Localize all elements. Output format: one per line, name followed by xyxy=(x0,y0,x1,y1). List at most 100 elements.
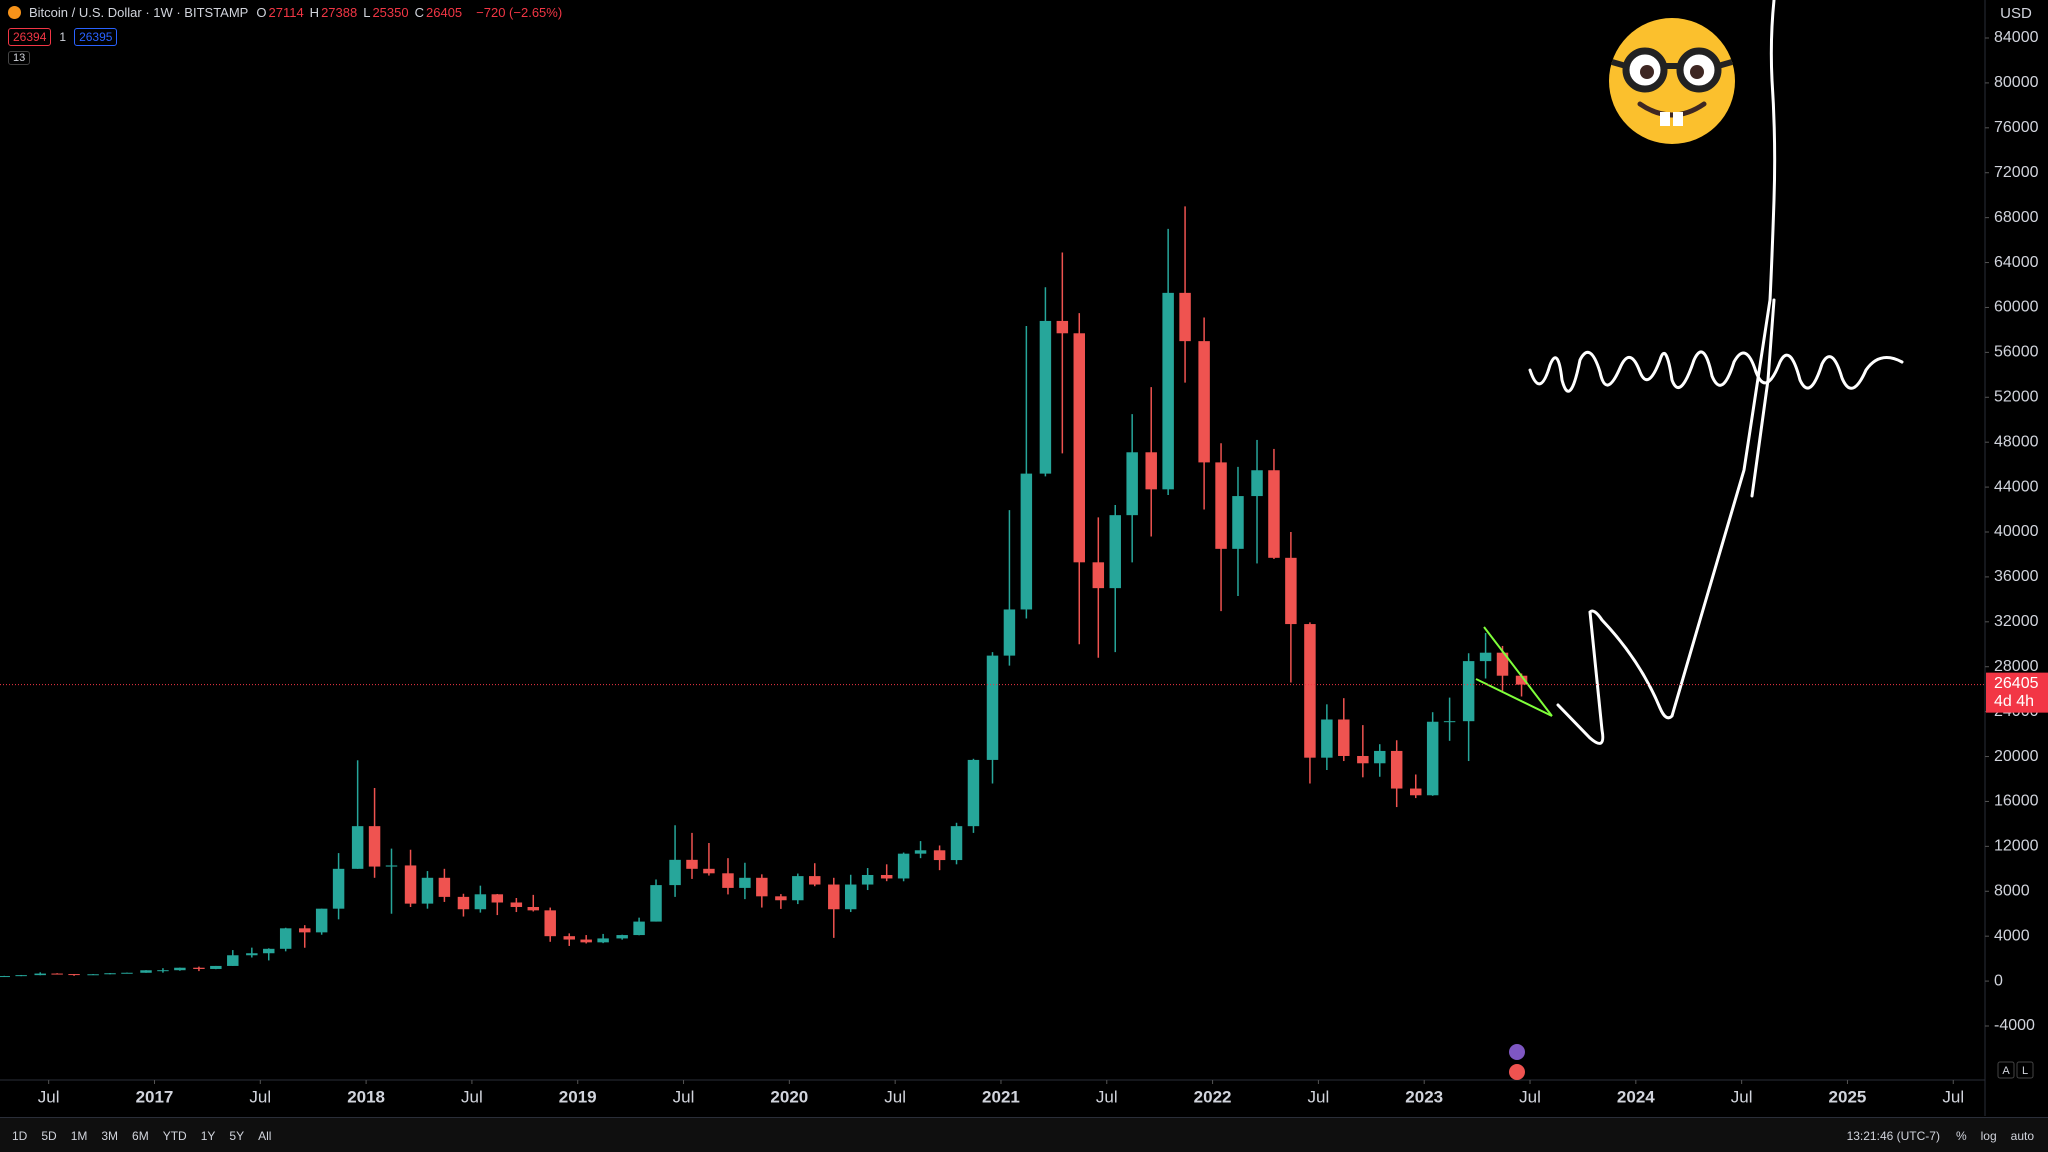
scale-option[interactable]: auto xyxy=(2010,1128,2034,1143)
freehand-drawing xyxy=(1556,0,1777,745)
candle-body xyxy=(1338,719,1350,756)
candle-body xyxy=(87,974,99,976)
candle-body xyxy=(809,876,821,885)
candle-body xyxy=(457,896,470,910)
candle-body xyxy=(404,865,417,904)
candle-body xyxy=(51,973,63,975)
candle-body xyxy=(193,967,205,969)
y-tick-label: 72000 xyxy=(1994,164,2039,181)
ohlc-value: 25350 xyxy=(372,5,409,20)
bottom-toolbar: 1D 5D 1M 3M 6M YTD 1Y 5Y All 13:21:46 (UTC-7) % l… xyxy=(0,1117,2048,1152)
event-icon[interactable] xyxy=(1509,1044,1525,1060)
y-tick-label: 76000 xyxy=(1994,119,2039,136)
candle-body xyxy=(34,973,46,976)
toolbar-right: 13:21:46 (UTC-7) % log auto xyxy=(1847,1129,2048,1143)
candle-body xyxy=(1443,721,1456,723)
axes: USD-400004000800012000160002000024000280… xyxy=(0,0,2039,1116)
candle-body xyxy=(1285,557,1297,625)
candle-body xyxy=(1215,462,1227,549)
candle-body xyxy=(1515,675,1528,685)
candle-body xyxy=(1462,661,1475,722)
y-tick-label: 68000 xyxy=(1994,209,2039,226)
range-button[interactable]: YTD xyxy=(162,1128,187,1143)
candle-body xyxy=(438,877,451,897)
range-button[interactable]: 1Y xyxy=(200,1128,216,1143)
candle-body xyxy=(1496,652,1509,676)
candle-body xyxy=(15,975,27,977)
range-button[interactable]: 1D xyxy=(12,1128,28,1143)
y-tick-label: 0 xyxy=(1994,972,2003,989)
candle-body xyxy=(351,826,364,869)
indicators-toggle[interactable]: 13 xyxy=(8,51,31,65)
y-tick-label: 80000 xyxy=(1994,74,2039,91)
buy-button[interactable]: 26395 xyxy=(74,28,118,46)
sell-button[interactable]: 26394 xyxy=(8,28,52,46)
y-tick-label: 28000 xyxy=(1994,658,2039,675)
nerd-emoji xyxy=(1609,18,1735,144)
axis-button[interactable] xyxy=(1997,1061,2015,1079)
candle-body xyxy=(563,936,575,940)
y-tick-label: 32000 xyxy=(1994,613,2039,630)
y-tick-label: 36000 xyxy=(1994,568,2039,585)
candle-body xyxy=(633,921,645,936)
candle-body xyxy=(1251,470,1263,497)
candle-body xyxy=(1126,452,1138,516)
candle-body xyxy=(580,939,592,943)
axis-button-label[interactable]: L xyxy=(2022,1065,2028,1077)
symbol-name[interactable]: Bitcoin / U.S. Dollar · 1W · BITSTAMP xyxy=(29,5,249,20)
candle-body xyxy=(703,868,715,874)
candle-body xyxy=(279,928,292,949)
x-tick-label: Jul xyxy=(1731,1087,1753,1106)
candle-body xyxy=(1374,750,1386,764)
range-button[interactable]: 6M xyxy=(132,1128,149,1143)
x-tick-label: Jul xyxy=(1519,1087,1541,1106)
range-button[interactable]: 1M xyxy=(70,1128,88,1143)
ohlc-value: 27388 xyxy=(321,5,358,20)
ohlc-value: 26405 xyxy=(426,5,463,20)
candle-body xyxy=(1232,496,1244,549)
candle-body xyxy=(1426,721,1439,796)
candle-body xyxy=(263,948,275,954)
trend-line xyxy=(1483,626,1553,717)
axis-button[interactable] xyxy=(2016,1061,2034,1079)
scale-option[interactable]: log xyxy=(1980,1128,1997,1143)
currency-label: USD xyxy=(2000,5,2032,22)
ohlc-label: L xyxy=(363,5,371,20)
range-button[interactable]: 5Y xyxy=(229,1128,245,1143)
candle-body xyxy=(933,850,946,861)
event-icon[interactable] xyxy=(1509,1064,1525,1080)
scale-option[interactable]: % xyxy=(1955,1128,1967,1143)
x-tick-label: Jul xyxy=(1096,1087,1118,1106)
x-tick-label: Jul xyxy=(1308,1087,1330,1106)
x-tick-label: 2025 xyxy=(1829,1087,1867,1106)
bar-countdown: 4d 4h xyxy=(1994,693,2034,710)
x-tick-label: 2022 xyxy=(1194,1087,1232,1106)
drawings xyxy=(1475,0,1904,1080)
candles xyxy=(0,206,1528,978)
y-tick-label: 4000 xyxy=(1994,927,2030,944)
candle-body xyxy=(1145,452,1157,490)
x-tick-label: Jul xyxy=(884,1087,906,1106)
candle-body xyxy=(157,970,169,972)
x-tick-label: Jul xyxy=(1942,1087,1964,1106)
candle-body xyxy=(1304,624,1316,758)
x-tick-label: 2023 xyxy=(1405,1087,1443,1106)
y-tick-label: 12000 xyxy=(1994,838,2039,855)
candle-body xyxy=(1268,470,1280,558)
axis-button-label[interactable]: A xyxy=(2002,1065,2010,1077)
range-button[interactable]: 5D xyxy=(41,1128,57,1143)
y-tick-label: 16000 xyxy=(1994,793,2039,810)
candle-body xyxy=(722,873,734,888)
candle-body xyxy=(1020,473,1033,610)
range-button[interactable]: 3M xyxy=(101,1128,119,1143)
candle-body xyxy=(739,877,751,888)
range-button[interactable]: All xyxy=(258,1128,272,1143)
freehand-drawing xyxy=(1750,298,1776,498)
candle-body xyxy=(616,935,628,939)
ohlc-label: H xyxy=(309,5,320,20)
candle-body xyxy=(140,970,152,973)
spread: 1 xyxy=(59,30,67,44)
price-change: −720 (−2.65%) xyxy=(476,5,563,20)
candle-body xyxy=(491,894,504,903)
